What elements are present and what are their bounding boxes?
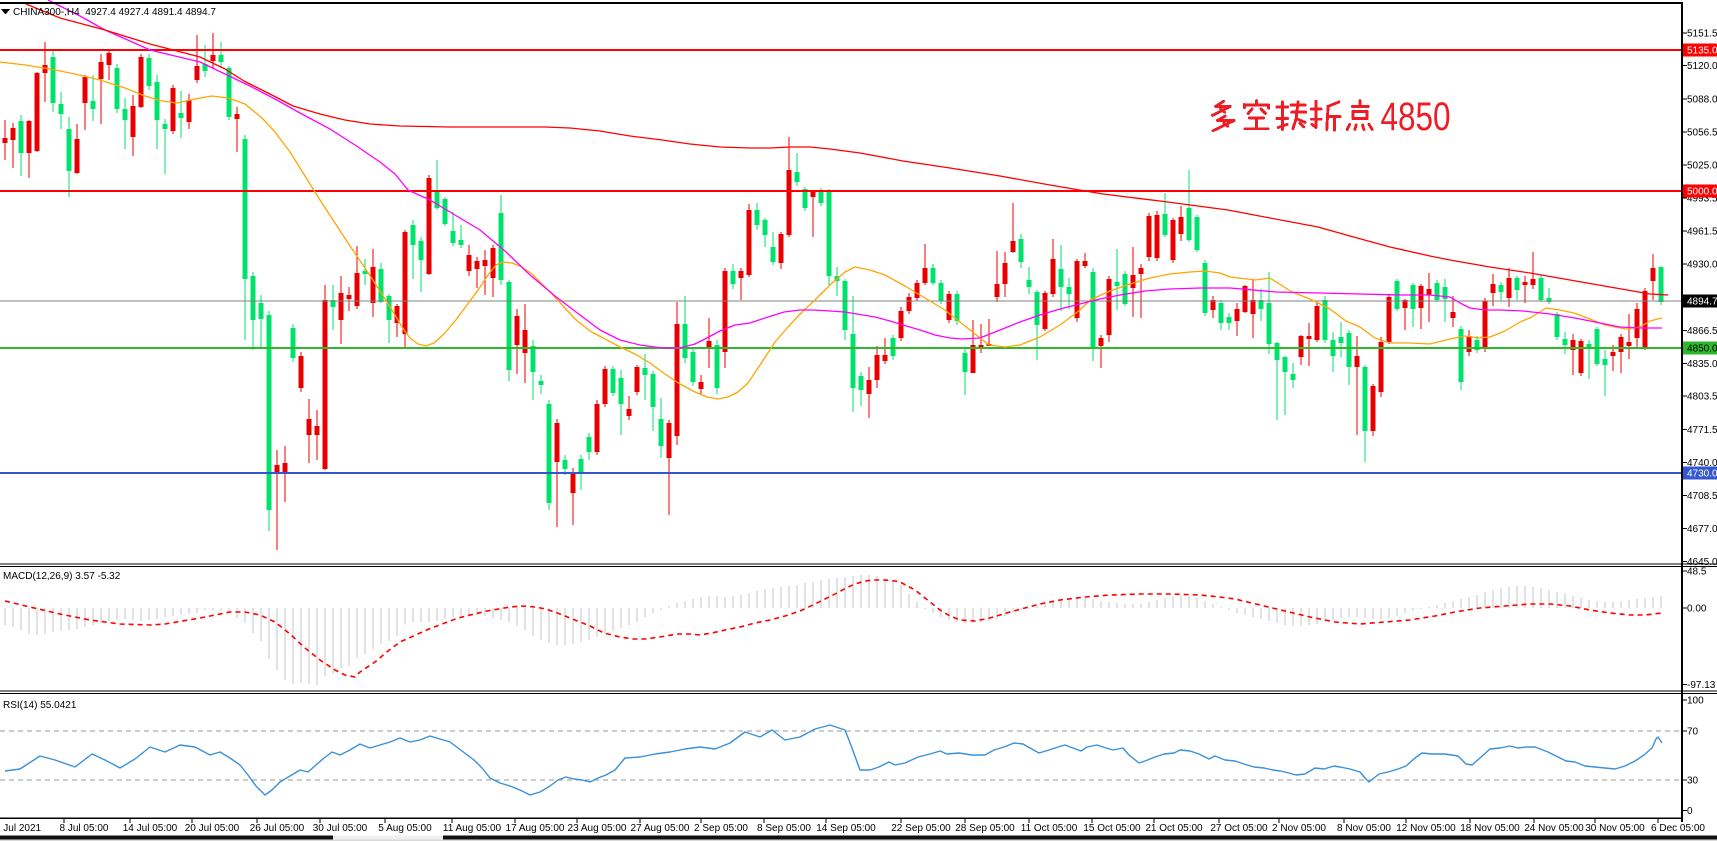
svg-text:-97.13: -97.13 — [1687, 680, 1716, 691]
svg-text:27 Aug 05:00: 27 Aug 05:00 — [631, 823, 690, 834]
svg-text:5088.0: 5088.0 — [1687, 95, 1717, 106]
svg-text:12 Nov 05:00: 12 Nov 05:00 — [1396, 823, 1456, 834]
svg-text:30: 30 — [1687, 776, 1699, 787]
svg-text:4961.5: 4961.5 — [1687, 227, 1717, 238]
svg-text:100: 100 — [1687, 696, 1704, 707]
svg-text:24 Nov 05:00: 24 Nov 05:00 — [1524, 823, 1584, 834]
svg-text:17 Aug 05:00: 17 Aug 05:00 — [506, 823, 565, 834]
svg-text:RSI(14) 55.0421: RSI(14) 55.0421 — [3, 700, 77, 711]
svg-text:30 Jul 05:00: 30 Jul 05:00 — [313, 823, 368, 834]
svg-text:4740.0: 4740.0 — [1687, 458, 1717, 469]
svg-text:5 Aug 05:00: 5 Aug 05:00 — [378, 823, 432, 834]
svg-text:4771.5: 4771.5 — [1687, 425, 1717, 436]
svg-text:5151.5: 5151.5 — [1687, 28, 1717, 39]
svg-text:4894.7: 4894.7 — [1687, 297, 1717, 308]
svg-text:2 Nov 05:00: 2 Nov 05:00 — [1272, 823, 1326, 834]
svg-text:5056.5: 5056.5 — [1687, 128, 1717, 139]
svg-text:4930.0: 4930.0 — [1687, 260, 1717, 271]
svg-text:15 Oct 05:00: 15 Oct 05:00 — [1083, 823, 1141, 834]
svg-text:11 Aug 05:00: 11 Aug 05:00 — [443, 823, 502, 834]
svg-text:18 Nov 05:00: 18 Nov 05:00 — [1460, 823, 1520, 834]
svg-text:8 Jul 05:00: 8 Jul 05:00 — [60, 823, 109, 834]
svg-text:4850: 4850 — [1381, 95, 1451, 139]
svg-text:14 Jul 05:00: 14 Jul 05:00 — [123, 823, 178, 834]
svg-text:5135.0: 5135.0 — [1687, 46, 1717, 57]
svg-text:26 Jul 05:00: 26 Jul 05:00 — [250, 823, 305, 834]
svg-text:4708.5: 4708.5 — [1687, 491, 1717, 502]
svg-text:70: 70 — [1687, 727, 1699, 738]
svg-text:6 Dec 05:00: 6 Dec 05:00 — [1651, 823, 1705, 834]
svg-text:23 Aug 05:00: 23 Aug 05:00 — [568, 823, 627, 834]
svg-text:2 Jul 2021: 2 Jul 2021 — [0, 823, 42, 834]
svg-text:4835.0: 4835.0 — [1687, 359, 1717, 370]
svg-text:0: 0 — [1687, 806, 1693, 817]
svg-text:4677.0: 4677.0 — [1687, 524, 1717, 535]
svg-text:20 Jul 05:00: 20 Jul 05:00 — [185, 823, 240, 834]
svg-text:4645.0: 4645.0 — [1687, 557, 1717, 568]
svg-text:4993.5: 4993.5 — [1687, 193, 1717, 204]
svg-text:4803.5: 4803.5 — [1687, 392, 1717, 403]
svg-text:0.00: 0.00 — [1687, 604, 1707, 615]
svg-text:27 Oct 05:00: 27 Oct 05:00 — [1210, 823, 1268, 834]
svg-text:30 Nov 05:00: 30 Nov 05:00 — [1585, 823, 1645, 834]
svg-text:11 Oct 05:00: 11 Oct 05:00 — [1021, 823, 1078, 834]
svg-text:5025.0: 5025.0 — [1687, 160, 1717, 171]
svg-text:28 Sep 05:00: 28 Sep 05:00 — [955, 823, 1015, 834]
svg-text:48.5: 48.5 — [1687, 567, 1707, 578]
svg-text:4850.0: 4850.0 — [1687, 344, 1717, 355]
svg-text:4866.5: 4866.5 — [1687, 326, 1717, 337]
svg-text:8 Nov 05:00: 8 Nov 05:00 — [1337, 823, 1391, 834]
svg-text:22 Sep 05:00: 22 Sep 05:00 — [891, 823, 951, 834]
svg-text:2 Sep 05:00: 2 Sep 05:00 — [694, 823, 748, 834]
svg-text:CHINA300-,H4 4927.4 4927.4 48: CHINA300-,H4 4927.4 4927.4 4891.4 4894.7 — [13, 7, 216, 18]
svg-text:8 Sep 05:00: 8 Sep 05:00 — [757, 823, 811, 834]
svg-text:MACD(12,26,9) 3.57 -5.32: MACD(12,26,9) 3.57 -5.32 — [3, 571, 121, 582]
svg-text:4730.0: 4730.0 — [1687, 469, 1717, 480]
svg-text:5000.0: 5000.0 — [1687, 187, 1717, 198]
svg-text:14 Sep 05:00: 14 Sep 05:00 — [816, 823, 876, 834]
svg-text:5120.0: 5120.0 — [1687, 61, 1717, 72]
svg-text:21 Oct 05:00: 21 Oct 05:00 — [1145, 823, 1203, 834]
